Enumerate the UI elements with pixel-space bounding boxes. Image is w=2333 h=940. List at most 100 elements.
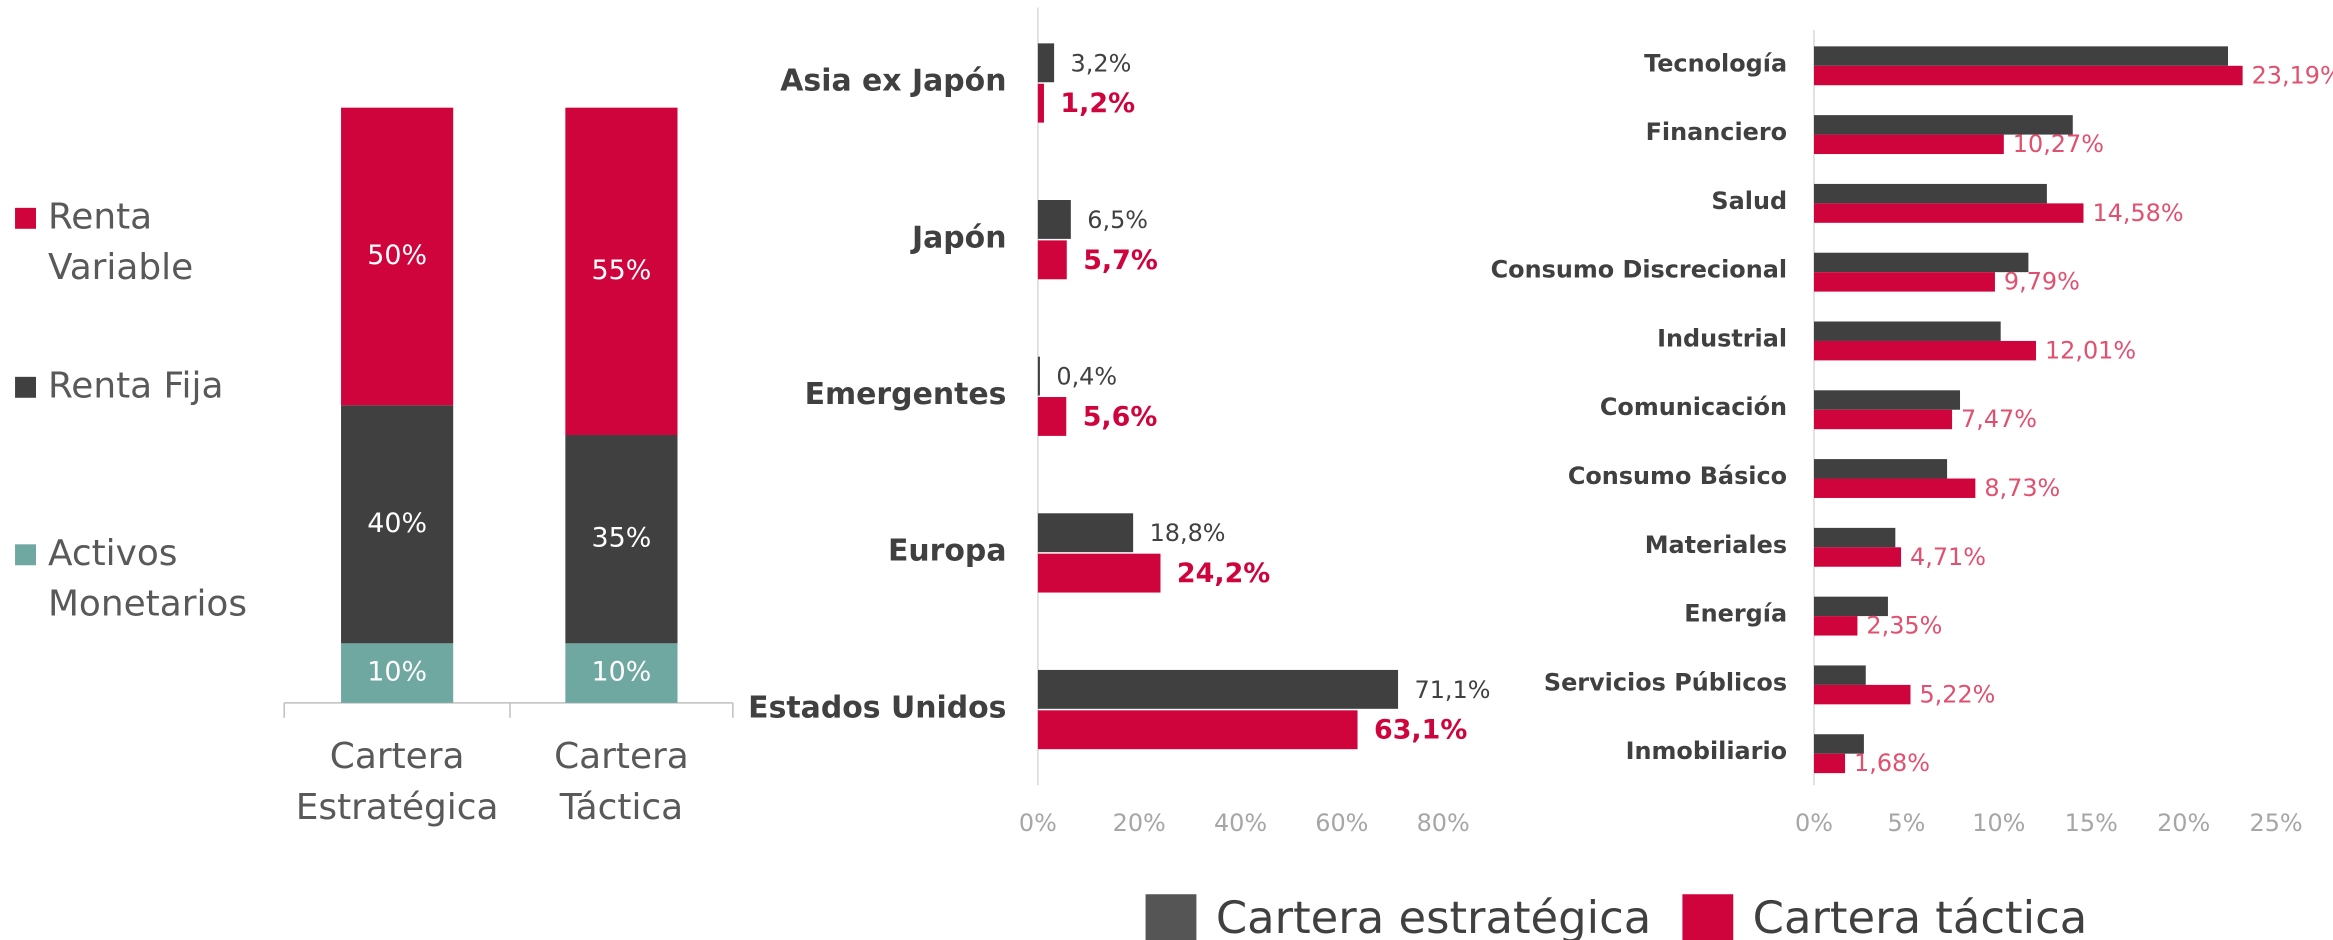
x-tick-label: 20% (1113, 809, 1166, 837)
bar-segment (341, 405, 454, 644)
bar (1814, 321, 2001, 341)
bar (1814, 547, 1902, 567)
bar-segment (341, 107, 454, 406)
legend-swatch (1145, 894, 1197, 940)
bar (1814, 65, 2243, 86)
legend-swatch (15, 544, 36, 566)
bar-segment (565, 107, 678, 436)
value-label: 5,7% (1083, 245, 1158, 276)
x-tick-label: Cartera Estratégica (296, 736, 499, 828)
category-label: Comunicación (1600, 393, 1787, 421)
category-label: Tecnología (1644, 49, 1787, 77)
bar (1037, 513, 1134, 553)
bar (1037, 356, 1040, 396)
bar (1814, 272, 1995, 292)
x-tick-label: 15% (2065, 809, 2118, 837)
value-label: 12,01% (2045, 336, 2136, 364)
bar (1037, 83, 1044, 123)
bar (1037, 43, 1055, 83)
bar (1814, 596, 1888, 617)
bar (1037, 200, 1071, 239)
legend-swatch (15, 376, 36, 398)
bar (1814, 203, 2084, 223)
bar (1814, 616, 1858, 636)
legend-label: Renta Fija (48, 365, 224, 406)
category-label: Industrial (1657, 324, 1787, 352)
bar (1814, 115, 2073, 135)
category-label: Emergentes (805, 377, 1007, 412)
value-label: 0,4% (1056, 363, 1117, 391)
value-label: 14,58% (2092, 199, 2183, 227)
category-label: Consumo Discrecional (1491, 256, 1787, 284)
value-label: 2,35% (1866, 612, 1942, 640)
value-label: 9,79% (2004, 268, 2080, 296)
value-label: 5,22% (1919, 680, 1995, 708)
value-label: 18,8% (1150, 519, 1226, 547)
value-label: 10% (592, 657, 652, 688)
bar-segment (565, 435, 678, 644)
x-tick-label: Cartera Táctica (554, 736, 689, 828)
bar (1814, 134, 2004, 155)
value-label: 4,71% (1910, 543, 1986, 571)
bar (1814, 527, 1896, 548)
x-tick-label: 0% (1795, 809, 1833, 837)
value-label: 24,2% (1177, 558, 1270, 589)
bar (1814, 390, 1961, 410)
bar (1814, 753, 1846, 774)
bar (1037, 669, 1399, 709)
category-label: Financiero (1646, 118, 1788, 146)
legend-label: Cartera estratégica (1216, 891, 1651, 940)
x-tick-label: 40% (1214, 809, 1267, 837)
bar-segment (341, 643, 454, 703)
legend-label: Cartera táctica (1753, 891, 2088, 940)
category-label: Salud (1711, 187, 1787, 215)
category-label: Inmobiliario (1626, 737, 1787, 765)
bar (1814, 46, 2229, 66)
bar (1037, 710, 1358, 750)
value-label: 23,19% (2252, 61, 2333, 89)
category-label: Consumo Básico (1568, 462, 1787, 490)
value-label: 5,6% (1083, 401, 1158, 432)
value-label: 1,2% (1060, 88, 1135, 119)
x-tick-label: 10% (1972, 809, 2025, 837)
value-label: 3,2% (1071, 49, 1132, 77)
bar (1814, 252, 2029, 273)
category-label: Servicios Públicos (1544, 668, 1787, 696)
value-label: 7,47% (1961, 405, 2037, 433)
bar (1814, 459, 1948, 479)
value-label: 40% (367, 508, 427, 539)
x-tick-label: 0% (1019, 809, 1057, 837)
bar (1814, 409, 1953, 430)
bar (1037, 397, 1067, 436)
bar (1814, 734, 1864, 754)
legend-swatch (1682, 894, 1734, 940)
x-tick-label: 60% (1315, 809, 1368, 837)
value-label: 63,1% (1374, 715, 1467, 746)
legend-label: Activos Monetarios (48, 533, 247, 625)
value-label: 35% (592, 523, 652, 554)
x-tick-label: 25% (2250, 809, 2303, 837)
bar (1037, 240, 1067, 280)
bar (1814, 665, 1866, 685)
category-label: Asia ex Japón (780, 64, 1006, 99)
value-label: 10% (367, 657, 427, 688)
category-label: Japón (910, 220, 1007, 255)
value-label: 50% (367, 240, 427, 271)
bar (1814, 478, 1976, 498)
category-label: Estados Unidos (748, 690, 1006, 725)
x-tick-label: 20% (2157, 809, 2210, 837)
bar (1037, 553, 1161, 593)
x-tick-label: 5% (1887, 809, 1925, 837)
value-label: 1,68% (1854, 749, 1930, 777)
value-label: 10,27% (2013, 130, 2104, 158)
legend-label: Renta Variable (48, 196, 193, 288)
legend-swatch (15, 207, 36, 229)
bar (1814, 183, 2047, 204)
bar-segment (565, 643, 678, 703)
x-tick-label: 80% (1417, 809, 1470, 837)
value-label: 8,73% (1984, 474, 2060, 502)
bar (1814, 684, 1911, 705)
value-label: 55% (592, 255, 652, 286)
category-label: Energía (1684, 600, 1787, 628)
